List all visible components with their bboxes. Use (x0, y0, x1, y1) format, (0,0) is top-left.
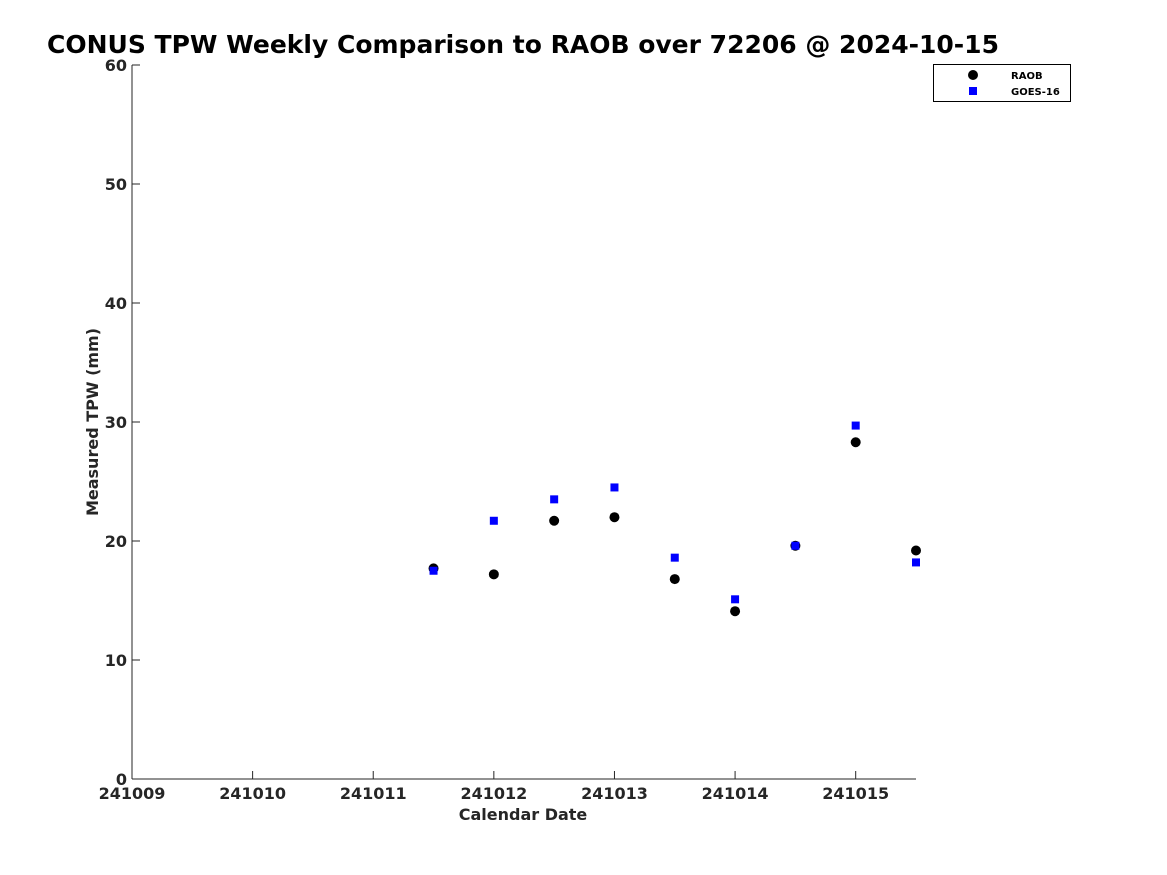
legend-box (933, 64, 1071, 102)
x-tick-label: 241014 (702, 784, 769, 803)
data-points (428, 421, 921, 617)
y-tick-label: 0 (116, 770, 127, 789)
y-tick-label: 10 (105, 651, 127, 670)
y-tick-label: 30 (105, 413, 127, 432)
y-axis-label: Measured TPW (mm) (83, 328, 102, 516)
legend-marker-goes-16 (969, 87, 977, 95)
x-tick-label: 241011 (340, 784, 407, 803)
y-tick-label: 60 (105, 56, 127, 75)
x-ticks: 241009 241010 241011 241012 241013 241014 2410… (99, 771, 889, 803)
raob-point (488, 569, 499, 580)
goes-16-point (610, 483, 619, 492)
raob-point (609, 512, 620, 523)
goes-16-point (670, 553, 679, 562)
chart-title: CONUS TPW Weekly Comparison to RAOB over… (47, 30, 999, 59)
goes-16-point (791, 541, 800, 550)
raob-point (911, 545, 921, 556)
goes-16-point (550, 495, 559, 504)
legend-label-goes-16: GOES-16 (1011, 87, 1060, 98)
y-tick-label: 50 (105, 175, 127, 194)
legend: RAOB GOES-16 (933, 64, 1071, 102)
goes-16-point (851, 421, 860, 430)
goes-16-point (731, 595, 740, 604)
legend-marker-raob (968, 70, 978, 80)
goes-16-point (912, 558, 920, 567)
y-ticks: 0 10 20 30 40 50 60 (105, 56, 140, 789)
axes (131, 65, 916, 780)
y-tick-label: 20 (105, 532, 127, 551)
x-axis-label: Calendar Date (459, 805, 588, 824)
goes-16-point (429, 566, 438, 575)
x-tick-label: 241015 (822, 784, 889, 803)
x-tick-label: 241013 (581, 784, 648, 803)
x-tick-label: 241010 (219, 784, 286, 803)
x-tick-label: 241009 (99, 784, 166, 803)
x-tick-label: 241012 (460, 784, 527, 803)
raob-point (730, 606, 741, 617)
raob-point (850, 437, 861, 448)
raob-point (549, 515, 560, 526)
legend-label-raob: RAOB (1011, 71, 1043, 82)
raob-point (669, 574, 680, 585)
goes-16-point (489, 516, 498, 525)
y-tick-label: 40 (105, 294, 127, 313)
